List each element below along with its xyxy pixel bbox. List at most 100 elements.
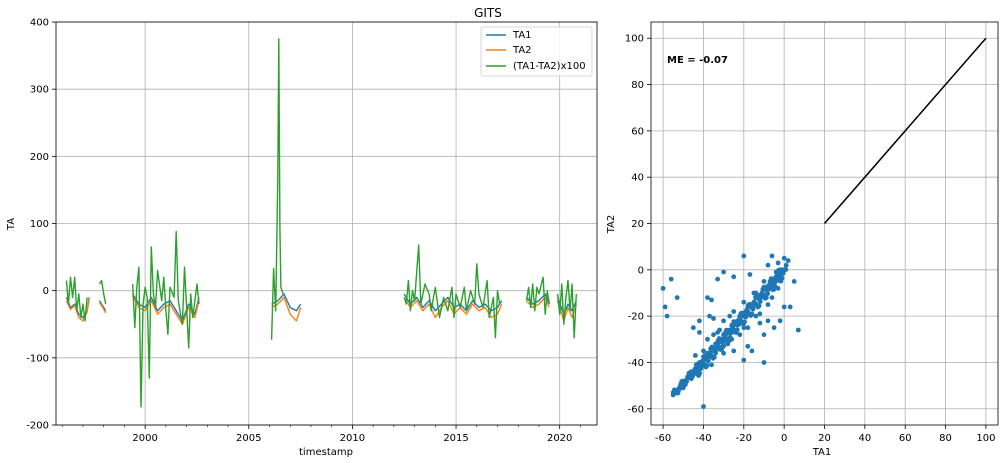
scatter-point (684, 379, 689, 385)
scatter-point (775, 260, 781, 266)
scatter-x-tick-label: 100 (976, 433, 995, 444)
timeseries-x-tick-label: 2000 (132, 433, 157, 444)
scatter-point (693, 353, 698, 358)
series-line-diff (65, 276, 88, 322)
scatter-point (765, 302, 771, 307)
timeseries-y-tick-label: 100 (30, 219, 49, 230)
scatter-chart: -60 -40 -20 0 20 40 60 80 100 -60 -40 -20 0 20 40 60 80… (606, 21, 999, 458)
scatter-x-tick-label: -60 (655, 433, 671, 444)
scatter-point (771, 325, 777, 331)
scatter-point (761, 332, 767, 338)
scatter-x-tick-label: 40 (858, 433, 871, 444)
scatter-point (741, 357, 747, 363)
scatter-point (769, 253, 775, 259)
series-line-diff (270, 38, 284, 340)
scatter-point (705, 295, 710, 300)
scatter-point (741, 253, 747, 259)
scatter-point (753, 313, 759, 319)
legend-box (480, 26, 593, 77)
scatter-y-tick-label: 0 (638, 265, 644, 276)
scatter-point (785, 258, 791, 263)
scatter-point (757, 311, 763, 317)
scatter-point (719, 346, 724, 352)
scatter-point (769, 295, 775, 300)
scatter-point (711, 354, 717, 360)
scatter-point (691, 325, 696, 331)
scatter-point (779, 275, 785, 281)
scatter-y-tick-label: -40 (628, 358, 644, 369)
timeseries-x-tick-label: 2010 (340, 433, 365, 444)
scatter-y-tick-label: 60 (631, 126, 644, 137)
series-line-ta1 (98, 300, 107, 312)
series-line-diff (403, 244, 501, 339)
scatter-point (731, 348, 737, 354)
scatter-point (697, 330, 702, 335)
scatter-point (731, 274, 737, 280)
timeseries-x-ticks: 2000 2005 2010 2015 2020 (61, 425, 581, 444)
scatter-point (765, 287, 770, 293)
series-line-diff (525, 276, 550, 315)
scatter-point (704, 363, 710, 368)
scatter-point (697, 370, 703, 376)
scatter-y-tick-label: 40 (631, 173, 644, 184)
timeseries-chart: 2000 2005 2010 2015 2020 -200 -100 0 100 200 300 4… (6, 6, 598, 458)
scatter-y-ticks: -60 -40 -20 0 20 40 60 80 100 (625, 34, 651, 415)
series-line-ta1 (271, 293, 302, 312)
series-line-diff (556, 279, 577, 339)
timeseries-x-tick-label: 2005 (236, 433, 261, 444)
scatter-point (713, 347, 718, 353)
scatter-point (745, 343, 751, 349)
scatter-point (664, 313, 670, 319)
scatter-point (749, 348, 755, 354)
timeseries-y-tick-label: -200 (26, 421, 49, 432)
scatter-point (737, 332, 743, 338)
scatter-point (777, 318, 783, 324)
scatter-point (717, 327, 722, 333)
scatter-x-label: TA1 (812, 447, 832, 458)
scatter-point (727, 313, 733, 319)
timeseries-y-tick-label: 200 (30, 152, 49, 163)
scatter-point (660, 286, 666, 291)
legend-label-ta2: TA2 (512, 45, 532, 56)
series-line-ta2 (65, 298, 90, 322)
timeseries-title: GITS (474, 6, 502, 20)
scatter-x-tick-label: 20 (818, 433, 831, 444)
scatter-point (765, 318, 771, 324)
scatter-point (731, 309, 737, 314)
scatter-point (709, 362, 714, 368)
scatter-point (711, 332, 716, 338)
timeseries-y-tick-label: 300 (30, 85, 49, 96)
series-line-ta2 (271, 296, 302, 322)
timeseries-y-tick-label: -100 (26, 353, 49, 364)
scatter-point (737, 315, 743, 320)
scatter-y-tick-label: 80 (631, 80, 644, 91)
scatter-point (749, 311, 755, 317)
scatter-point (709, 297, 714, 303)
scatter-point (720, 339, 726, 344)
scatter-point (699, 358, 705, 364)
series-line-diff (98, 279, 107, 305)
scatter-x-tick-label: 0 (781, 433, 787, 444)
scatter-point (745, 325, 751, 331)
scatter-y-tick-label: 100 (625, 34, 644, 45)
scatter-x-tick-label: -20 (736, 433, 752, 444)
scatter-point (668, 276, 674, 282)
scatter-point (721, 318, 726, 324)
timeseries-x-label: timestamp (299, 447, 353, 458)
scatter-point (707, 313, 712, 319)
scatter-points-group (660, 253, 801, 409)
scatter-point (783, 267, 789, 272)
series-line-ta2 (98, 302, 107, 314)
timeseries-y-ticks: -200 -100 0 100 200 300 400 (26, 18, 56, 432)
scatter-x-tick-label: 60 (899, 433, 912, 444)
scatter-point (705, 336, 710, 342)
scatter-point (662, 304, 668, 310)
scatter-point (761, 279, 767, 284)
scatter-point (742, 319, 747, 325)
scatter-y-tick-label: 20 (631, 219, 644, 230)
scatter-point (741, 299, 747, 305)
scatter-point (715, 276, 720, 282)
scatter-x-tick-label: -40 (695, 433, 711, 444)
scatter-point (787, 304, 793, 310)
